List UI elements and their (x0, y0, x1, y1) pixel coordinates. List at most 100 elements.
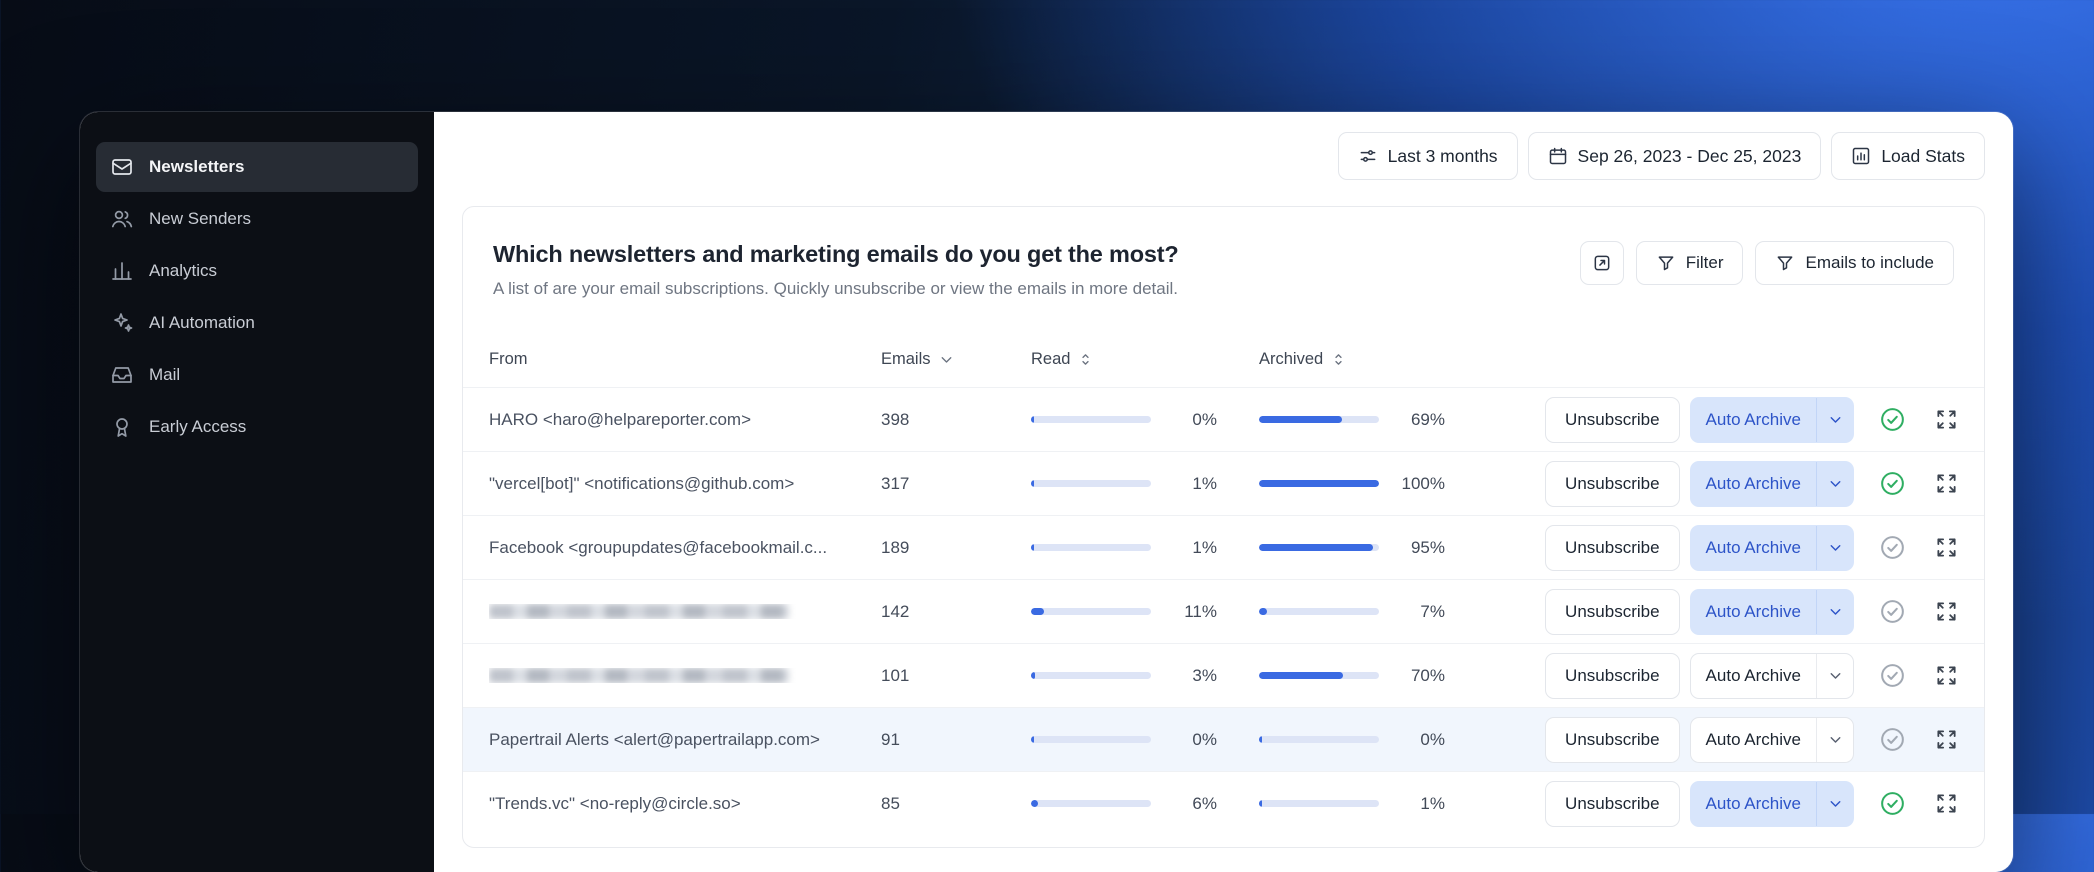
load-stats-button[interactable]: Load Stats (1831, 132, 1985, 180)
expand-row-icon[interactable] (1935, 536, 1958, 559)
open-in-new-button[interactable] (1579, 241, 1624, 285)
row-actions: Unsubscribe Auto Archive (1471, 652, 1958, 699)
row-actions: Unsubscribe Auto Archive (1471, 588, 1958, 635)
archived-progress-bar (1259, 736, 1379, 743)
read-percent: 1% (1192, 537, 1217, 557)
sidebar-item-new-senders[interactable]: New Senders (96, 194, 418, 244)
main-content: Last 3 months Sep 26, 2023 - Dec 25, 202… (434, 112, 2013, 872)
auto-archive-chevron (1816, 781, 1853, 826)
archive-status-icon[interactable] (1879, 790, 1906, 817)
check-circle-icon (1881, 472, 1904, 495)
archive-status-icon[interactable] (1879, 726, 1906, 753)
archived-percent: 7% (1420, 601, 1445, 621)
bar-chart-icon (112, 262, 132, 280)
app-window: Newsletters New Senders Analytics AI Aut… (80, 112, 2013, 872)
read-meter: 0% (1031, 730, 1259, 750)
archive-status-icon[interactable] (1879, 662, 1906, 689)
read-percent: 11% (1184, 601, 1217, 621)
newsletters-panel: Which newsletters and marketing emails d… (462, 206, 1985, 848)
panel-title: Which newsletters and marketing emails d… (493, 241, 1179, 267)
auto-archive-select[interactable]: Auto Archive (1689, 716, 1854, 763)
period-filter-button[interactable]: Last 3 months (1337, 132, 1518, 180)
expand-row-icon[interactable] (1935, 600, 1958, 623)
email-count: 317 (881, 473, 910, 493)
newsletters-icon (112, 159, 132, 175)
sidebar-item-ai-automation[interactable]: AI Automation (96, 298, 418, 348)
auto-archive-select[interactable]: Auto Archive (1689, 396, 1854, 443)
fullscreen-arrows-icon (1937, 538, 1956, 557)
sliders-icon (1360, 150, 1376, 162)
fullscreen-arrows-icon (1937, 666, 1956, 685)
sidebar-item-newsletters[interactable]: Newsletters (96, 142, 418, 192)
table-row[interactable]: 142 11% 7% Unsubscribe Auto Archive (463, 579, 1984, 643)
auto-archive-chevron (1816, 589, 1853, 634)
column-read[interactable]: Read (1031, 350, 1259, 369)
table-header: From Emails Read Archived (463, 331, 1984, 387)
archived-meter: 100% (1259, 474, 1471, 494)
archive-status-icon[interactable] (1879, 598, 1906, 625)
archive-status-icon[interactable] (1879, 470, 1906, 497)
unsubscribe-button[interactable]: Unsubscribe (1545, 780, 1680, 827)
archived-progress-fill (1259, 480, 1379, 487)
unsubscribe-button[interactable]: Unsubscribe (1545, 652, 1680, 699)
table-row[interactable]: "vercel[bot]" <notifications@github.com>… (463, 451, 1984, 515)
sidebar-item-early-access[interactable]: Early Access (96, 402, 418, 452)
archived-progress-bar (1259, 544, 1379, 551)
row-actions: Unsubscribe Auto Archive (1471, 460, 1958, 507)
expand-row-icon[interactable] (1935, 472, 1958, 495)
auto-archive-select[interactable]: Auto Archive (1689, 780, 1854, 827)
table-row[interactable]: 101 3% 70% Unsubscribe Auto Archive (463, 643, 1984, 707)
archived-percent: 100% (1401, 473, 1445, 493)
sender-name: Papertrail Alerts <alert@papertrailapp.c… (489, 729, 820, 749)
table-row[interactable]: Facebook <groupupdates@facebookmail.c...… (463, 515, 1984, 579)
fullscreen-arrows-icon (1937, 602, 1956, 621)
auto-archive-select[interactable]: Auto Archive (1689, 460, 1854, 507)
expand-row-icon[interactable] (1935, 408, 1958, 431)
unsubscribe-button[interactable]: Unsubscribe (1545, 460, 1680, 507)
chevron-down-icon (1830, 609, 1840, 615)
archived-percent: 70% (1410, 665, 1445, 685)
expand-row-icon[interactable] (1935, 792, 1958, 815)
table-row[interactable]: "Trends.vc" <no-reply@circle.so> 85 6% 1… (463, 771, 1984, 835)
read-progress-bar (1031, 672, 1151, 679)
table-row[interactable]: HARO <haro@helpareporter.com> 398 0% 69%… (463, 387, 1984, 451)
date-range-button[interactable]: Sep 26, 2023 - Dec 25, 2023 (1527, 132, 1822, 180)
chevron-down-icon (1830, 737, 1840, 743)
table-row[interactable]: Papertrail Alerts <alert@papertrailapp.c… (463, 707, 1984, 771)
funnel-icon (1778, 256, 1793, 271)
archived-progress-fill (1259, 672, 1343, 679)
auto-archive-label: Auto Archive (1705, 665, 1801, 685)
auto-archive-label: Auto Archive (1705, 729, 1801, 749)
read-progress-bar (1031, 608, 1151, 615)
archive-status-icon[interactable] (1879, 406, 1906, 433)
unsubscribe-button[interactable]: Unsubscribe (1545, 716, 1680, 763)
archived-progress-bar (1259, 416, 1379, 423)
expand-row-icon[interactable] (1935, 664, 1958, 687)
read-meter: 3% (1031, 666, 1259, 686)
expand-row-icon[interactable] (1935, 728, 1958, 751)
column-read-label: Read (1031, 349, 1071, 368)
column-archived[interactable]: Archived (1259, 350, 1471, 369)
auto-archive-select[interactable]: Auto Archive (1689, 588, 1854, 635)
sidebar-item-analytics[interactable]: Analytics (96, 246, 418, 296)
auto-archive-chevron (1816, 397, 1853, 442)
archive-status-icon[interactable] (1879, 534, 1906, 561)
unsubscribe-button[interactable]: Unsubscribe (1545, 588, 1680, 635)
auto-archive-select[interactable]: Auto Archive (1689, 652, 1854, 699)
sidebar-item-mail[interactable]: Mail (96, 350, 418, 400)
column-emails[interactable]: Emails (881, 350, 1031, 369)
archived-progress-fill (1259, 736, 1262, 743)
sidebar-item-label: Mail (149, 365, 181, 384)
auto-archive-select[interactable]: Auto Archive (1689, 524, 1854, 571)
unsubscribe-button[interactable]: Unsubscribe (1545, 396, 1680, 443)
read-progress-bar (1031, 480, 1151, 487)
calendar-icon (1549, 147, 1566, 165)
period-filter-label: Last 3 months (1387, 145, 1498, 166)
filter-button[interactable]: Filter (1635, 241, 1744, 285)
archived-meter: 95% (1259, 538, 1471, 558)
read-percent: 1% (1192, 473, 1217, 493)
emails-to-include-button[interactable]: Emails to include (1755, 241, 1954, 285)
column-from-label: From (489, 349, 528, 368)
row-actions: Unsubscribe Auto Archive (1471, 524, 1958, 571)
unsubscribe-button[interactable]: Unsubscribe (1545, 524, 1680, 571)
